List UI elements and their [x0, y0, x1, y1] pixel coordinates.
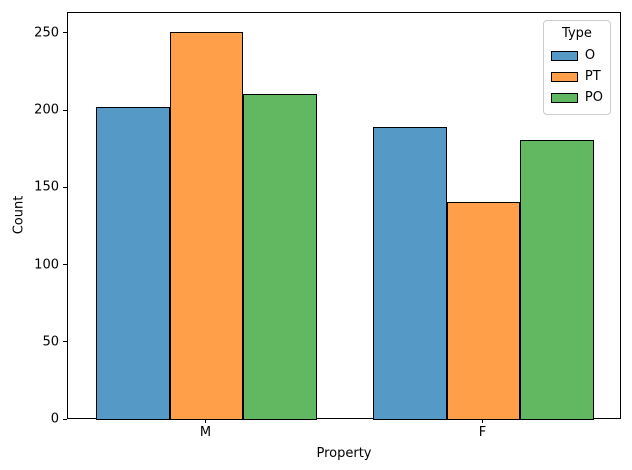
legend-swatch-icon [550, 92, 578, 103]
legend-label: PO [584, 90, 603, 105]
y-tick-label: 0 [50, 411, 59, 427]
y-tick-label: 100 [34, 257, 59, 273]
legend-swatch-icon [550, 71, 578, 82]
bar-M-PT [169, 32, 244, 420]
y-tick-mark [63, 341, 67, 343]
y-tick-label: 50 [42, 334, 59, 350]
x-tick-label: M [199, 425, 212, 440]
legend-swatch-icon [550, 50, 578, 61]
bar-M-PO [243, 94, 318, 420]
plot-area [67, 12, 621, 420]
x-axis-label: Property [316, 446, 372, 461]
y-axis-label: Count [11, 195, 27, 235]
y-tick-label: 150 [34, 179, 59, 195]
y-tick-mark [63, 109, 67, 111]
bar-F-O [372, 126, 447, 420]
x-tick-label: F [478, 425, 487, 440]
bar-F-PO [520, 140, 595, 420]
y-tick-mark [63, 186, 67, 188]
x-tick-mark [205, 419, 206, 423]
y-tick-label: 200 [34, 102, 59, 118]
legend: Type O PT PO [542, 20, 611, 115]
legend-item-PT: PT [550, 66, 603, 87]
x-tick-mark [482, 419, 483, 423]
y-tick-mark [63, 264, 67, 266]
bar-F-PT [446, 202, 521, 420]
y-tick-mark [63, 32, 67, 34]
legend-item-PO: PO [550, 87, 603, 108]
legend-label: O [584, 48, 596, 63]
legend-item-O: O [550, 45, 603, 66]
y-tick-mark [63, 418, 67, 420]
y-tick-label: 250 [34, 25, 59, 41]
legend-title: Type [562, 26, 592, 41]
bar-M-O [95, 106, 170, 420]
legend-items: O PT PO [550, 45, 603, 108]
legend-label: PT [584, 69, 601, 84]
